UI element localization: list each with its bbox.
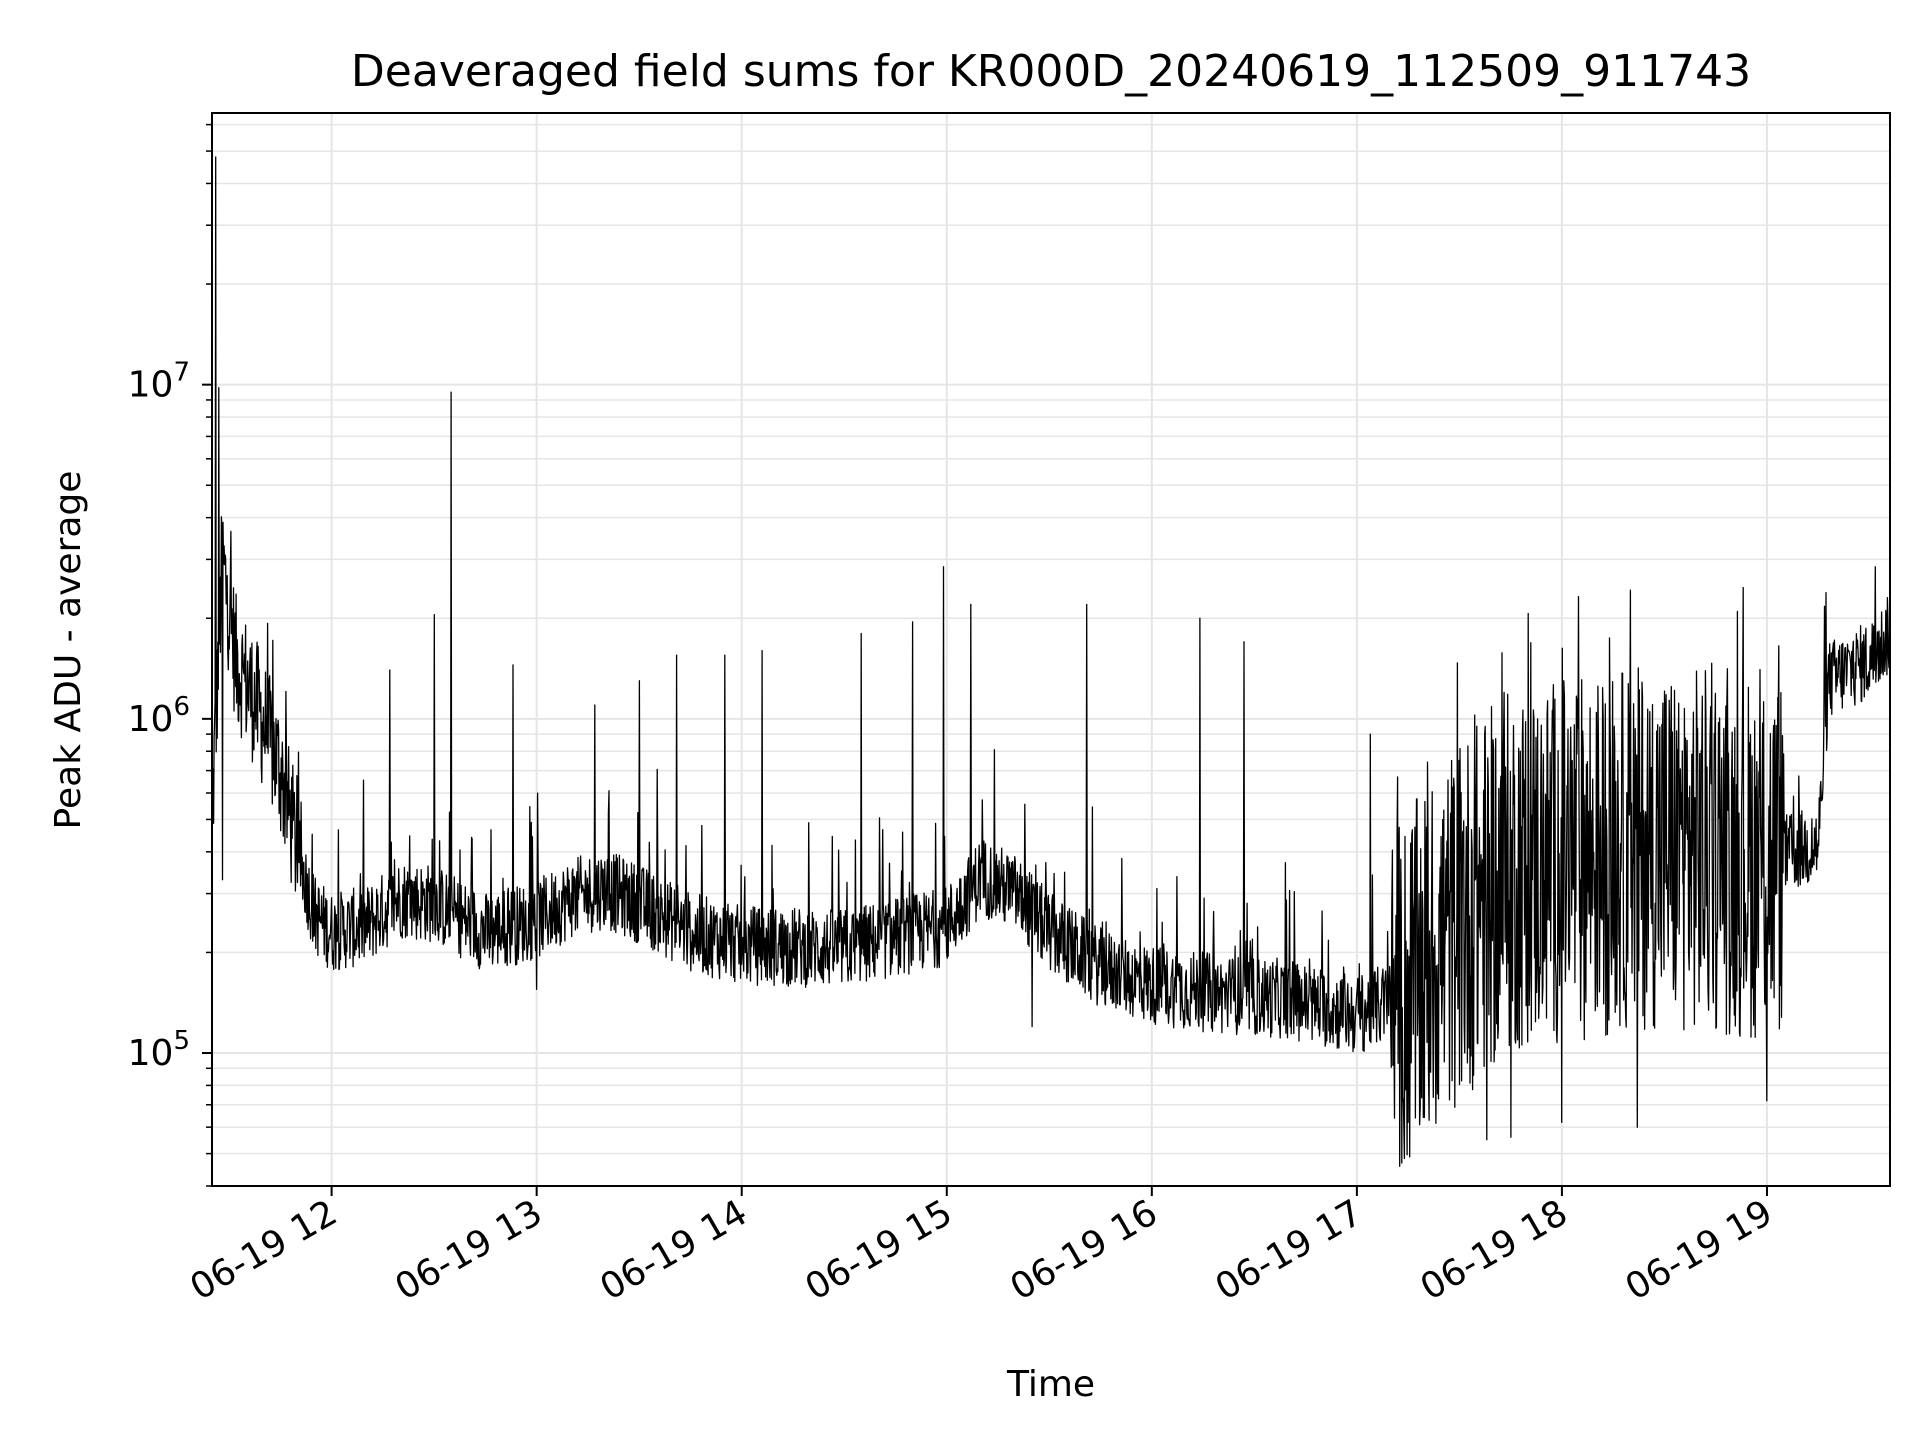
y-axis-label: Peak ADU - average	[48, 471, 89, 830]
y-tick-label: 107	[128, 358, 190, 406]
chart-title: Deaveraged field sums for KR000D_2024061…	[351, 46, 1751, 97]
plot-frame	[211, 112, 1891, 1187]
x-axis-label: Time	[1006, 1364, 1095, 1405]
y-tick-label: 106	[128, 692, 190, 740]
y-tick-label: 105	[128, 1026, 190, 1074]
data-line	[211, 156, 1891, 1167]
series-line	[211, 156, 1891, 1167]
y-axis: 105 106 107	[128, 123, 212, 1187]
